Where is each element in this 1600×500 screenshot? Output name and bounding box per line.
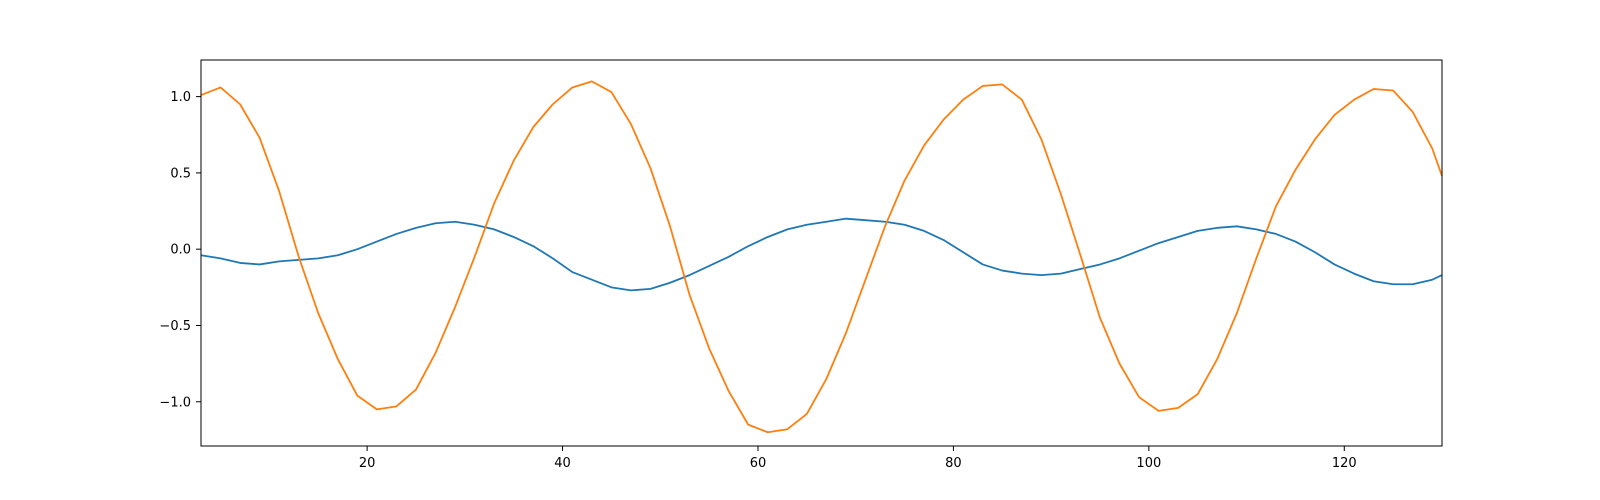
x-tick-label: 60 [750, 456, 767, 471]
x-tick-label: 120 [1332, 456, 1357, 471]
plot-frame [200, 59, 1443, 447]
plot-series [200, 80, 1443, 434]
x-tick-label: 80 [945, 456, 962, 471]
series-line-1 [200, 217, 1443, 292]
x-tick-label: 20 [359, 456, 376, 471]
y-tick-label: −0.5 [159, 319, 191, 334]
y-tick-label: −1.0 [159, 395, 191, 410]
y-axis: −1.0 −0.5 0.0 0.5 1.0 [159, 90, 201, 410]
x-axis: 20 40 60 80 100 120 [359, 446, 1357, 471]
series-line-2 [200, 80, 1443, 434]
y-tick-label: 0.0 [170, 243, 191, 258]
x-tick-label: 40 [554, 456, 571, 471]
y-tick-label: 1.0 [170, 90, 191, 105]
x-tick-label: 100 [1136, 456, 1161, 471]
y-tick-label: 0.5 [170, 166, 191, 181]
